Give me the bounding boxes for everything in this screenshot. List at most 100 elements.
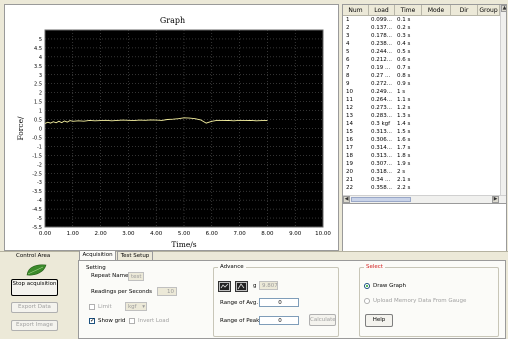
y-axis-label: Force/ [16,116,25,141]
y-tick-label: -2.5 [32,171,42,177]
y-tick-label: 4 [39,55,42,61]
table-cell: 15 [346,129,353,135]
invert-load-checkbox[interactable] [129,318,135,324]
upload-memory-radio[interactable] [364,298,370,304]
table-cell: 0.27 ... [371,73,391,79]
column-header[interactable]: Mode [422,5,451,16]
scroll-left-icon[interactable]: ◀ [343,196,350,203]
column-header[interactable]: Num [343,5,369,16]
show-grid-checkbox[interactable]: ✓ [89,317,96,324]
table-cell: 8 [346,73,350,79]
table-cell: 1.8 s [397,153,411,159]
table-cell: 2 [346,25,350,31]
x-tick-label: 8.00 [261,231,274,237]
force-time-chart: 0.00 1.00 2.00 3.00 4.00 5.00 6.00 7.00 8.00 9.00… [16,29,331,249]
table-empty-area [342,204,507,251]
draw-graph-radio[interactable] [364,283,370,289]
column-header[interactable]: Dir [451,5,478,16]
export-image-button[interactable]: Export Image [11,320,58,331]
scroll-right-icon[interactable]: ▶ [492,196,499,203]
table-cell: 0.3 kgf [371,121,391,127]
y-tick-label: 4.5 [34,46,42,52]
table-cell: 6 [346,57,350,63]
export-data-button[interactable]: Export Data [11,302,58,313]
table-cell: 7 [346,65,350,71]
table-cell: 0.272... [371,81,392,87]
select-title: Select [364,264,385,270]
y-tick-label: -5.5 [32,225,42,231]
limit-checkbox[interactable] [89,304,95,310]
table-cell: 0.306... [371,137,392,143]
draw-graph-label: Draw Graph [373,283,406,289]
table-horizontal-scrollbar[interactable]: ◀ ▶ [343,195,506,203]
y-tick-label: 2.5 [34,82,42,88]
range-of-peak-field[interactable]: 0 [259,316,299,325]
table-cell: 0.4 s [397,41,411,47]
acquisition-panel: Setting Repeat Name test Readings per Se… [78,260,506,339]
g-label: g [253,283,257,289]
x-axis-label: Time/s [171,240,196,249]
scroll-up-icon[interactable]: ▲ [501,5,507,12]
chart-style-icon[interactable] [218,281,231,292]
tab-acquisition[interactable]: Acquisition [79,250,116,261]
range-of-avg-label: Range of Avg. [220,300,259,306]
x-tick-label: 2.00 [94,231,107,237]
x-tick-label: 6.00 [206,231,219,237]
table-cell: 0.5 s [397,49,411,55]
y-tick-label: 5 [39,37,42,43]
tab-test-setup[interactable]: Test Setup [117,251,153,261]
table-cell: 0.2 s [397,25,411,31]
table-cell: 0.244... [371,49,392,55]
table-vertical-scrollbar[interactable]: ▲ [500,5,507,195]
calculate-button[interactable]: Calculate [309,314,336,326]
y-tick-label: -4 [37,198,42,204]
table-cell: 3 [346,33,350,39]
stop-acquisition-button[interactable]: Stop acquisition [11,279,58,296]
chart-zoom-icon[interactable] [235,281,248,292]
table-cell: 1 [346,17,350,23]
invert-load-label: Invert Load [138,318,170,324]
table-cell: 1.1 s [397,97,411,103]
y-tick-label: 0.5 [34,118,42,124]
leaf-icon [26,264,47,276]
g-value-field[interactable]: 9.807 [259,281,278,290]
limit-unit-select[interactable]: kgf ▾ [125,302,147,311]
y-tick-label: -4.5 [32,207,42,213]
column-header[interactable]: Time [395,5,422,16]
table-cell: 1.3 s [397,113,411,119]
table-cell: 2.2 s [397,185,411,191]
table-cell: 0.7 s [397,65,411,71]
table-cell: 0.137... [371,25,392,31]
table-cell: 0.358... [371,185,392,191]
y-tick-label: 1.5 [34,100,42,106]
table-cell: 1.2 s [397,105,411,111]
table-cell: 0.8 s [397,73,411,79]
readings-per-seconds-field[interactable]: 10 [157,287,177,296]
column-header[interactable]: Load [369,5,395,16]
table-cell: 0.273... [371,105,392,111]
table-cell: 9 [346,81,350,87]
y-tick-label: 3 [39,73,42,79]
table-cell: 0.314... [371,145,392,151]
table-cell: 21 [346,177,353,183]
table-cell: 0.212... [371,57,392,63]
select-group: Select Draw Graph Upload Memory Data Fro… [359,264,499,337]
table-cell: 10 [346,89,353,95]
advance-group: Advance g 9.807 Range of Avg. 0 Range of… [213,264,339,337]
graph-panel: Graph 0.00 1.00 2.00 3.00 4.00 5.00 6.00 7.00 8.… [4,4,339,251]
setting-group: Setting Repeat Name test Readings per Se… [82,265,200,337]
y-tick-label: -0.5 [32,135,42,141]
column-header[interactable]: Group [478,5,500,16]
y-tick-label: 1 [39,109,42,115]
range-of-avg-field[interactable]: 0 [259,298,299,307]
help-button[interactable]: Help [365,314,393,327]
table-cell: 0.34 ... [371,177,391,183]
table-cell: 0.6 s [397,57,411,63]
scroll-thumb[interactable] [351,197,411,202]
table-cell: 0.283... [371,113,392,119]
table-cell: 0.313... [371,153,392,159]
y-tick-label: -1 [37,144,42,150]
table-cell: 0.1 s [397,17,411,23]
repeat-name-field[interactable]: test [128,272,144,281]
